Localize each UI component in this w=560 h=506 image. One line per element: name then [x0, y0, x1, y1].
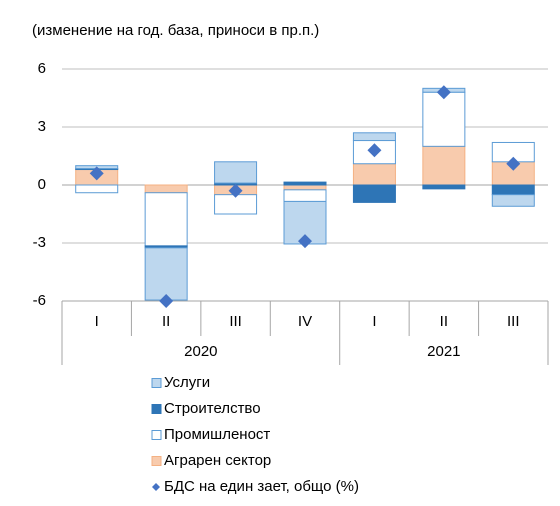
- y-tick-label: 6: [38, 60, 46, 77]
- bar-segment: [144, 247, 188, 301]
- bar-segment: [283, 181, 327, 186]
- bar-segment: [144, 184, 188, 194]
- x-tick-label: II: [162, 313, 170, 330]
- bar-segment: [352, 163, 396, 186]
- point: [506, 156, 521, 171]
- point: [436, 85, 451, 100]
- x-tick-label: II: [440, 313, 448, 330]
- x-tick-label: I: [95, 313, 99, 330]
- bar-segment: [352, 184, 396, 203]
- x-tick-label: III: [229, 313, 242, 330]
- legend-label: БДС на един зает, общо (%): [164, 478, 359, 495]
- legend-swatch: [151, 378, 162, 388]
- legend-label: Услуги: [164, 374, 210, 391]
- legend-swatch: [151, 430, 162, 440]
- point: [367, 143, 382, 158]
- legend-marker: [152, 483, 160, 491]
- bar-segment: [75, 184, 119, 194]
- bar-segment: [491, 184, 535, 196]
- bar-segment: [144, 192, 188, 247]
- x-tick-label: III: [507, 313, 520, 330]
- y-tick-label: 3: [38, 118, 46, 135]
- group-label: 2020: [184, 343, 217, 360]
- group-label: 2021: [427, 343, 460, 360]
- y-tick-label: 0: [38, 176, 46, 193]
- legend-swatch: [151, 456, 162, 466]
- y-tick-label: -6: [33, 292, 46, 309]
- x-tick-label: IV: [298, 313, 312, 330]
- y-tick-label: -3: [33, 234, 46, 251]
- bar-segment: [422, 184, 466, 190]
- bar-segment: [422, 145, 466, 186]
- point: [298, 234, 312, 249]
- bar-segment: [283, 189, 327, 202]
- point: [89, 166, 104, 181]
- legend-label: Строителство: [164, 400, 261, 417]
- bar-segment: [352, 132, 396, 142]
- legend-swatch: [151, 404, 162, 414]
- bar-segment: [422, 91, 466, 147]
- bar-segment: [283, 184, 327, 191]
- bar-segment: [214, 161, 258, 184]
- point: [228, 183, 243, 198]
- point: [159, 294, 174, 308]
- legend-label: Промишленост: [164, 426, 270, 443]
- legend-label: Аграрен сектор: [164, 452, 271, 469]
- chart-title: (изменение на год. база, приноси в пр.п.…: [32, 22, 319, 39]
- bar-segment: [491, 194, 535, 207]
- x-tick-label: I: [372, 313, 376, 330]
